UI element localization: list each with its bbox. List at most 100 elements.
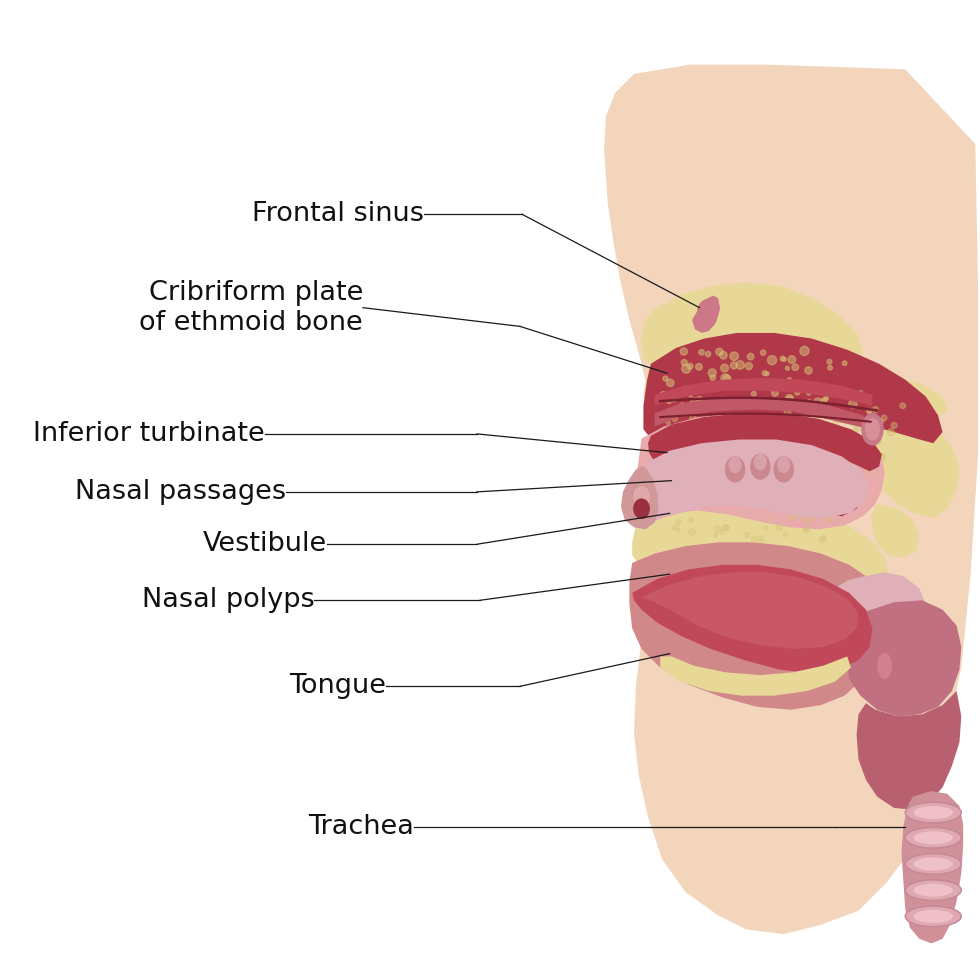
- Circle shape: [666, 379, 674, 387]
- Circle shape: [726, 414, 730, 417]
- Ellipse shape: [697, 299, 717, 329]
- Circle shape: [797, 513, 802, 516]
- Circle shape: [672, 526, 676, 530]
- Circle shape: [680, 504, 684, 508]
- Circle shape: [784, 409, 791, 416]
- Circle shape: [666, 398, 671, 404]
- Ellipse shape: [725, 457, 746, 482]
- Polygon shape: [828, 572, 926, 651]
- Polygon shape: [636, 414, 885, 529]
- Circle shape: [744, 421, 751, 428]
- Circle shape: [752, 391, 757, 396]
- Circle shape: [718, 430, 724, 436]
- Circle shape: [805, 367, 812, 374]
- Circle shape: [749, 398, 756, 406]
- Circle shape: [786, 505, 793, 512]
- Polygon shape: [642, 439, 868, 523]
- Circle shape: [751, 401, 757, 408]
- Circle shape: [696, 364, 703, 370]
- Polygon shape: [632, 564, 872, 673]
- Text: Trachea: Trachea: [309, 813, 415, 840]
- Ellipse shape: [913, 806, 953, 819]
- Circle shape: [850, 432, 858, 439]
- Circle shape: [689, 529, 696, 535]
- Circle shape: [867, 410, 871, 414]
- Circle shape: [780, 356, 785, 361]
- Circle shape: [810, 516, 814, 520]
- Ellipse shape: [906, 803, 961, 823]
- Circle shape: [792, 364, 799, 370]
- Circle shape: [793, 420, 799, 427]
- Circle shape: [752, 537, 757, 542]
- Circle shape: [690, 398, 699, 406]
- Circle shape: [668, 414, 673, 419]
- Circle shape: [892, 422, 897, 428]
- Circle shape: [672, 506, 675, 510]
- Polygon shape: [648, 414, 882, 471]
- Circle shape: [748, 354, 754, 360]
- Circle shape: [900, 403, 906, 409]
- Circle shape: [715, 348, 723, 356]
- Circle shape: [730, 418, 734, 422]
- Circle shape: [881, 416, 887, 420]
- Ellipse shape: [906, 854, 961, 874]
- Ellipse shape: [913, 831, 953, 845]
- Circle shape: [771, 390, 778, 396]
- Ellipse shape: [773, 457, 794, 482]
- Polygon shape: [871, 504, 919, 558]
- Ellipse shape: [913, 884, 953, 897]
- Circle shape: [709, 368, 716, 376]
- Circle shape: [730, 352, 739, 361]
- Circle shape: [742, 401, 749, 409]
- Circle shape: [766, 518, 771, 523]
- Circle shape: [785, 367, 790, 370]
- Polygon shape: [645, 385, 952, 462]
- Ellipse shape: [861, 413, 884, 446]
- Circle shape: [812, 505, 817, 510]
- Polygon shape: [857, 691, 961, 809]
- Ellipse shape: [906, 827, 961, 848]
- Polygon shape: [632, 505, 889, 581]
- Circle shape: [804, 527, 808, 533]
- Circle shape: [795, 428, 801, 435]
- Circle shape: [865, 419, 871, 425]
- Circle shape: [723, 375, 731, 383]
- Polygon shape: [645, 443, 863, 522]
- Circle shape: [821, 536, 826, 540]
- Ellipse shape: [877, 653, 892, 679]
- Circle shape: [853, 419, 859, 425]
- Circle shape: [800, 346, 809, 356]
- Circle shape: [858, 391, 863, 396]
- Circle shape: [826, 516, 831, 522]
- Circle shape: [788, 356, 796, 364]
- Circle shape: [682, 386, 690, 394]
- Circle shape: [712, 419, 716, 423]
- Circle shape: [807, 391, 810, 395]
- Circle shape: [808, 413, 813, 417]
- Circle shape: [875, 423, 881, 430]
- Circle shape: [758, 536, 763, 542]
- Circle shape: [827, 360, 832, 364]
- Circle shape: [783, 532, 788, 536]
- Circle shape: [662, 376, 668, 381]
- Circle shape: [858, 416, 863, 422]
- Circle shape: [730, 363, 737, 368]
- Circle shape: [824, 396, 828, 400]
- Circle shape: [782, 358, 786, 362]
- Ellipse shape: [913, 858, 953, 870]
- Ellipse shape: [632, 485, 651, 510]
- Circle shape: [833, 420, 838, 425]
- Circle shape: [736, 361, 745, 369]
- Circle shape: [680, 348, 687, 355]
- Circle shape: [725, 525, 730, 531]
- Polygon shape: [655, 378, 872, 406]
- Polygon shape: [661, 657, 851, 696]
- Polygon shape: [874, 644, 894, 686]
- Circle shape: [720, 530, 724, 534]
- Circle shape: [887, 429, 895, 436]
- Circle shape: [866, 466, 873, 473]
- Circle shape: [856, 424, 862, 431]
- Polygon shape: [644, 333, 943, 443]
- Circle shape: [821, 397, 827, 403]
- Circle shape: [873, 438, 881, 445]
